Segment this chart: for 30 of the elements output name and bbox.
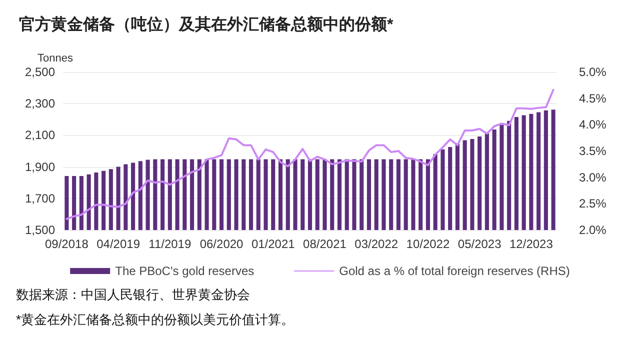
x-tick-label: 06/2020 <box>200 237 244 251</box>
line-series <box>66 88 554 220</box>
x-tick-label: 01/2021 <box>251 237 296 251</box>
x-tick-label: 08/2021 <box>303 237 347 251</box>
y2-tick-label: 2.5% <box>579 196 607 211</box>
source-note: 数据来源：中国人民银行、世界黄金协会 <box>16 287 250 302</box>
x-tick-label: 03/2022 <box>354 237 398 251</box>
chart-title: 官方黄金储备（吨位）及其在外汇储备总额中的份额* <box>19 14 394 34</box>
y-tick-label: 2,500 <box>24 65 56 79</box>
x-tick-label: 12/2023 <box>510 237 554 251</box>
y2-tick-label: 2.0% <box>579 223 607 237</box>
legend-label: Gold as a % of total foreign reserves (RHS) <box>339 264 570 278</box>
y2-tick-label: 3.5% <box>579 144 607 158</box>
y-tick-label: 2,100 <box>24 128 56 142</box>
text: *黄金在外汇储备总额中的份额以美元价值计算。 <box>16 312 294 327</box>
y2-tick-label: 5.0% <box>579 65 607 79</box>
y-tick-label: 1,900 <box>24 160 56 174</box>
x-tick-label: 11/2019 <box>148 237 192 251</box>
legend-label: The PBoC's gold reserves <box>115 264 254 278</box>
x-tick-label: 09/2018 <box>44 237 89 251</box>
y2-tick-label: 3.0% <box>579 170 607 184</box>
x-tick-label: 04/2019 <box>96 237 140 251</box>
x-tick-label: 05/2023 <box>458 237 502 251</box>
y-tick-label: 1,700 <box>24 191 56 206</box>
y-tick-label: 1,500 <box>24 223 56 237</box>
y-axis-title: Tonnes <box>38 52 74 64</box>
y2-tick-label: 4.0% <box>579 118 607 132</box>
y-tick-label: 2,300 <box>24 96 56 111</box>
x-tick-label: 10/2022 <box>406 237 450 251</box>
y2-tick-label: 4.5% <box>579 91 607 106</box>
